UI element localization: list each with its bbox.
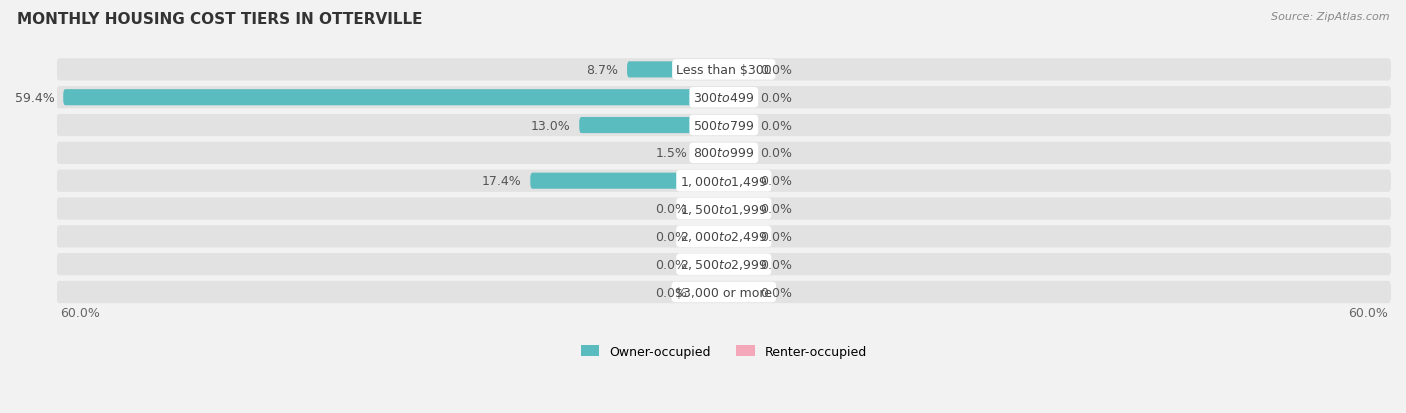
Text: 0.0%: 0.0% [761,64,793,77]
Text: 0.0%: 0.0% [761,175,793,188]
Text: 0.0%: 0.0% [761,286,793,299]
FancyBboxPatch shape [724,284,752,300]
Text: $2,500 to $2,999: $2,500 to $2,999 [681,258,768,271]
FancyBboxPatch shape [696,201,724,217]
FancyBboxPatch shape [696,145,724,161]
Text: 17.4%: 17.4% [482,175,522,188]
Text: 60.0%: 60.0% [60,306,100,319]
FancyBboxPatch shape [627,62,724,78]
FancyBboxPatch shape [56,142,1391,165]
Text: $2,000 to $2,499: $2,000 to $2,499 [681,230,768,244]
Text: $300 to $499: $300 to $499 [693,92,755,104]
FancyBboxPatch shape [63,90,724,106]
Legend: Owner-occupied, Renter-occupied: Owner-occupied, Renter-occupied [575,340,872,363]
FancyBboxPatch shape [724,201,752,217]
Text: $500 to $799: $500 to $799 [693,119,755,132]
Text: 0.0%: 0.0% [761,147,793,160]
FancyBboxPatch shape [56,198,1391,220]
Text: 0.0%: 0.0% [761,202,793,216]
Text: Less than $300: Less than $300 [676,64,772,77]
FancyBboxPatch shape [724,229,752,245]
Text: 0.0%: 0.0% [655,258,688,271]
FancyBboxPatch shape [696,229,724,245]
Text: $800 to $999: $800 to $999 [693,147,755,160]
FancyBboxPatch shape [56,254,1391,275]
Text: 0.0%: 0.0% [761,119,793,132]
Text: 0.0%: 0.0% [761,92,793,104]
FancyBboxPatch shape [56,170,1391,192]
Text: MONTHLY HOUSING COST TIERS IN OTTERVILLE: MONTHLY HOUSING COST TIERS IN OTTERVILLE [17,12,422,27]
FancyBboxPatch shape [530,173,724,189]
FancyBboxPatch shape [56,225,1391,248]
FancyBboxPatch shape [724,145,752,161]
FancyBboxPatch shape [56,59,1391,81]
Text: $3,000 or more: $3,000 or more [675,286,772,299]
Text: 0.0%: 0.0% [761,258,793,271]
FancyBboxPatch shape [724,90,752,106]
FancyBboxPatch shape [579,118,724,134]
Text: 0.0%: 0.0% [655,286,688,299]
Text: 0.0%: 0.0% [761,230,793,243]
FancyBboxPatch shape [56,87,1391,109]
Text: 13.0%: 13.0% [530,119,571,132]
FancyBboxPatch shape [56,115,1391,137]
Text: 59.4%: 59.4% [14,92,55,104]
Text: Source: ZipAtlas.com: Source: ZipAtlas.com [1271,12,1389,22]
FancyBboxPatch shape [724,118,752,134]
FancyBboxPatch shape [696,284,724,300]
FancyBboxPatch shape [724,173,752,189]
Text: 8.7%: 8.7% [586,64,619,77]
Text: 60.0%: 60.0% [1348,306,1388,319]
Text: 0.0%: 0.0% [655,230,688,243]
Text: $1,500 to $1,999: $1,500 to $1,999 [681,202,768,216]
Text: 1.5%: 1.5% [655,147,688,160]
FancyBboxPatch shape [724,62,752,78]
FancyBboxPatch shape [724,256,752,273]
Text: $1,000 to $1,499: $1,000 to $1,499 [681,174,768,188]
FancyBboxPatch shape [696,256,724,273]
FancyBboxPatch shape [56,281,1391,304]
Text: 0.0%: 0.0% [655,202,688,216]
